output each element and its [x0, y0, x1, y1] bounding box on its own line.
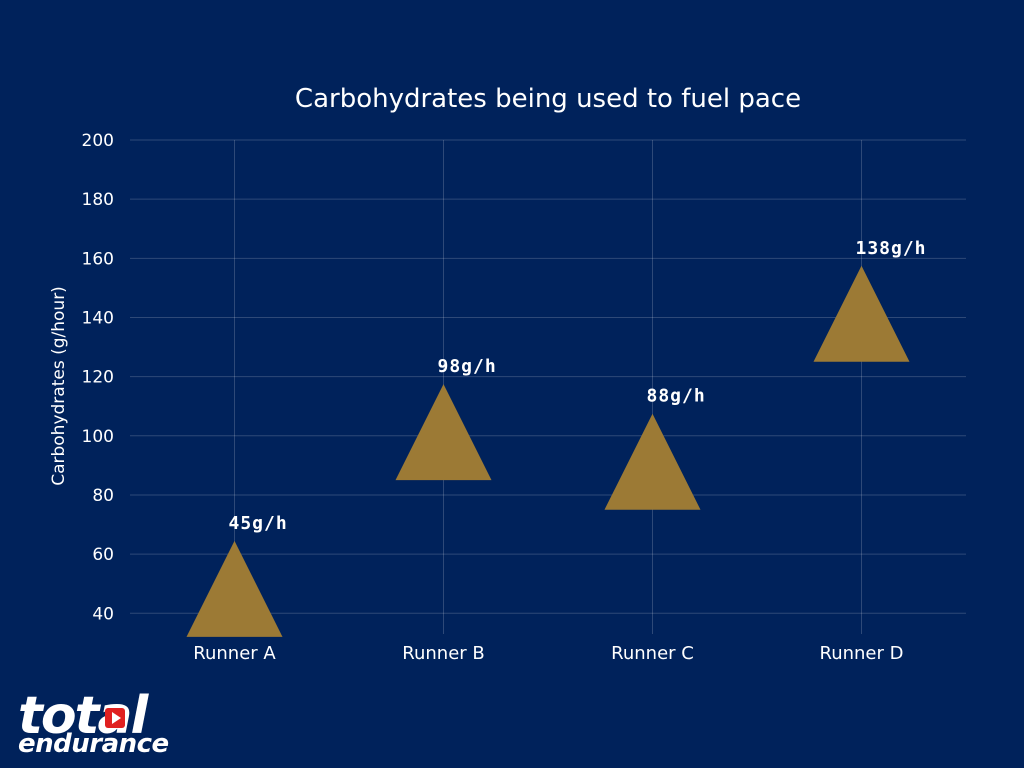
y-tick-label: 180: [82, 190, 114, 210]
x-tick-label: Runner B: [402, 643, 484, 664]
x-tick-layer: Runner A Runner B Runner C Runner D: [193, 643, 903, 664]
y-tick-label: 60: [92, 545, 114, 565]
y-tick-label: 40: [92, 604, 114, 624]
y-tick-label: 80: [92, 486, 114, 506]
data-point-triangle: [186, 540, 283, 637]
y-tick-label: 100: [82, 427, 114, 447]
y-tick-layer: 40 60 80 100 120 140 160 180 200: [82, 131, 114, 624]
brand-logo: total endurance: [18, 690, 208, 762]
data-label: 138g/h: [856, 238, 927, 259]
y-axis-label: Carbohydrates (g/hour): [49, 286, 69, 486]
marker-layer: [186, 265, 910, 637]
x-tick-label: Runner C: [611, 643, 694, 664]
grid-layer: [130, 139, 966, 634]
data-label: 98g/h: [438, 356, 497, 377]
data-point-triangle: [395, 384, 492, 481]
y-tick-label: 140: [82, 308, 114, 328]
chart: Carbohydrates being used to fuel pace Ca…: [49, 84, 966, 664]
y-tick-label: 200: [82, 131, 114, 151]
y-tick-label: 120: [82, 368, 114, 388]
x-tick-label: Runner D: [820, 643, 904, 664]
play-icon: [105, 708, 125, 728]
logo-text-total: total: [18, 686, 148, 746]
data-point-triangle: [604, 413, 701, 510]
data-label: 88g/h: [647, 386, 706, 407]
logo-text-endurance: endurance: [18, 729, 169, 759]
data-label-layer: 45g/h 98g/h 88g/h 138g/h: [229, 238, 927, 534]
x-tick-label: Runner A: [193, 643, 276, 664]
data-point-triangle: [813, 265, 910, 362]
chart-title: Carbohydrates being used to fuel pace: [295, 84, 801, 114]
y-tick-label: 160: [82, 249, 114, 269]
data-label: 45g/h: [229, 513, 288, 534]
